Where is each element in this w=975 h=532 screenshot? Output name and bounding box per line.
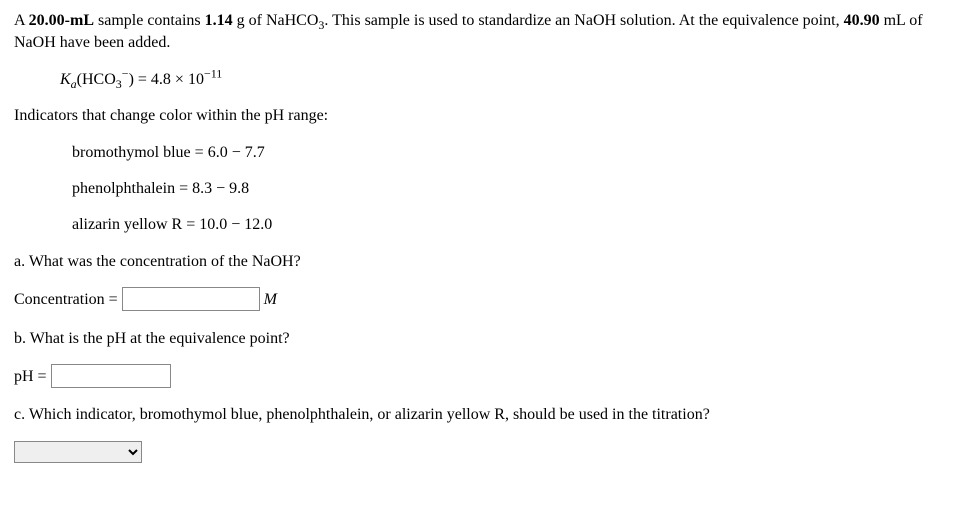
compound: NaHCO3 [266, 12, 324, 29]
indicator-name: phenolphthalein [72, 180, 175, 197]
indicators-intro: Indicators that change color within the … [14, 105, 961, 127]
indicator-name: alizarin yellow R [72, 216, 182, 233]
question-b-answer-row: pH = [14, 364, 961, 388]
ka-exp: −11 [204, 66, 222, 80]
qa-naoh: NaOH [252, 253, 294, 270]
concentration-input[interactable] [122, 287, 260, 311]
indicator-range: 10.0 − 12.0 [199, 216, 272, 233]
ka-K: K [60, 71, 71, 88]
compound-base: NaHCO [266, 12, 318, 29]
concentration-label: Concentration = [14, 291, 118, 308]
indicator-range: 8.3 − 9.8 [192, 180, 249, 197]
equals: = [186, 216, 199, 233]
ka-expression: Ka(HCO3−) = 4.8 × 10−11 [60, 69, 961, 91]
mass: 1.14 [205, 12, 233, 29]
indicator-row: alizarin yellow R = 10.0 − 12.0 [72, 214, 961, 236]
qa-text-post: ? [294, 253, 301, 270]
problem-statement: A 20.00-mL sample contains 1.14 g of NaH… [14, 10, 961, 55]
indicator-range: 6.0 − 7.7 [208, 144, 265, 161]
question-c-answer-row [14, 441, 961, 464]
text: g of [233, 12, 266, 29]
question-a-prompt: a. What was the concentration of the NaO… [14, 251, 961, 273]
naoh-volume: 40.90 [844, 12, 880, 29]
question-b-prompt: b. What is the pH at the equivalence poi… [14, 328, 961, 350]
text: sample contains [94, 12, 205, 29]
indicator-row: bromothymol blue = 6.0 − 7.7 [72, 142, 961, 164]
equals: = [179, 180, 192, 197]
qa-text-pre: a. What was the concentration of the [14, 253, 252, 270]
indicator-select[interactable] [14, 441, 142, 463]
sample-volume: 20.00-mL [29, 12, 94, 29]
question-a-answer-row: Concentration = M [14, 287, 961, 311]
text: . This sample is used to standardize an [324, 12, 574, 29]
ph-label: pH = [14, 368, 47, 385]
ka-species-sup: − [122, 66, 129, 80]
naoh: NaOH [574, 12, 616, 29]
ka-species-pre: (HCO [77, 71, 116, 88]
equals: = [195, 144, 208, 161]
concentration-unit: M [264, 291, 277, 308]
ph-input[interactable] [51, 364, 171, 388]
question-c-prompt: c. Which indicator, bromothymol blue, ph… [14, 404, 961, 426]
ka-eq: = 4.8 × 10 [134, 71, 204, 88]
text: solution. At the equivalence point, [616, 12, 844, 29]
text: A [14, 12, 29, 29]
indicator-name: bromothymol blue [72, 144, 191, 161]
indicator-row: phenolphthalein = 8.3 − 9.8 [72, 178, 961, 200]
